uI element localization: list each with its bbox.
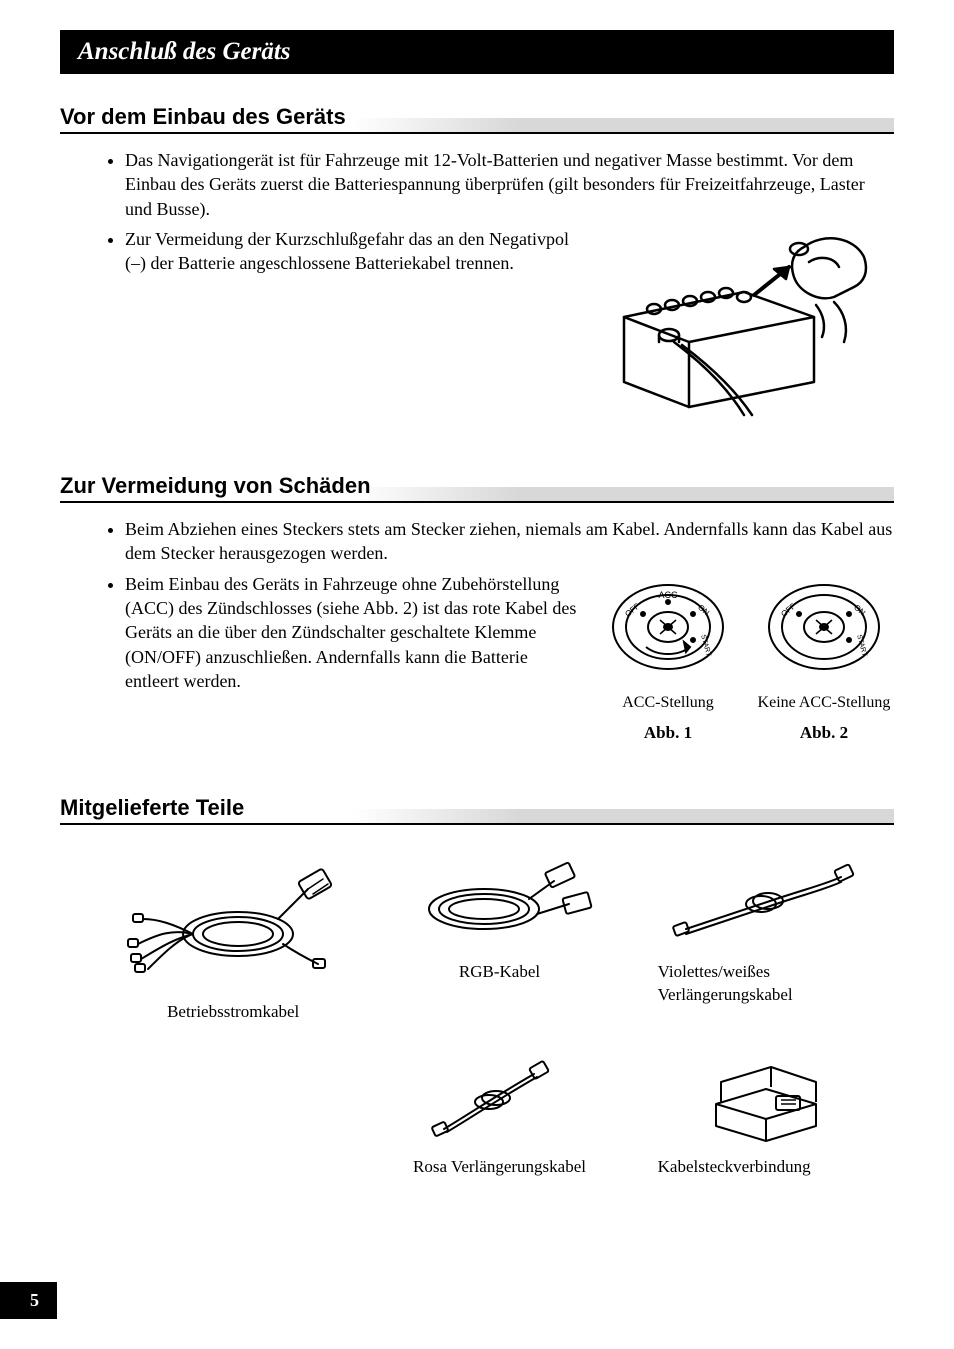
- part-label: Kabelsteckverbindung: [638, 1156, 894, 1179]
- dial-caption: ACC-Stellung: [598, 692, 738, 714]
- rgb-cable-illustration: [389, 859, 609, 949]
- part-label: Betriebsstromkabel: [105, 1001, 361, 1024]
- dial-caption: Keine ACC-Stellung: [754, 692, 894, 714]
- section-heading-before-install: Vor dem Einbau des Geräts: [60, 104, 894, 134]
- part-label: Rosa Verlängerungskabel: [371, 1156, 627, 1179]
- page-title-bar: Anschluß des Geräts: [60, 30, 894, 74]
- svg-text:ACC: ACC: [658, 590, 678, 600]
- page-number: 5: [0, 1282, 57, 1319]
- cable-connector-illustration: [656, 1054, 876, 1144]
- pink-extension-illustration: [389, 1054, 609, 1144]
- section-heading-avoid-damage: Zur Vermeidung von Schäden: [60, 473, 894, 503]
- ignition-dial-acc-icon: ACC OFF ON START: [598, 572, 738, 682]
- bullet-text: Das Navigationgerät ist für Fahrzeuge mi…: [125, 148, 894, 221]
- violet-white-extension-illustration: [656, 859, 876, 949]
- power-cable-illustration: [123, 859, 343, 989]
- figure-label: Abb. 1: [598, 722, 738, 745]
- bullet-text: Beim Einbau des Geräts in Fahrzeuge ohne…: [125, 572, 578, 693]
- bullet-text: Beim Abziehen eines Steckers stets am St…: [125, 517, 894, 566]
- battery-disconnect-illustration: [594, 227, 894, 417]
- part-label: Violettes/weißes Verlängerungskabel: [638, 961, 894, 1007]
- section-heading-supplied-parts: Mitgelieferte Teile: [60, 795, 894, 825]
- part-label: RGB-Kabel: [371, 961, 627, 984]
- figure-label: Abb. 2: [754, 722, 894, 745]
- ignition-dial-no-acc-icon: OFF ON START: [754, 572, 894, 682]
- bullet-text: Zur Vermeidung der Kurzschlußgefahr das …: [125, 227, 574, 276]
